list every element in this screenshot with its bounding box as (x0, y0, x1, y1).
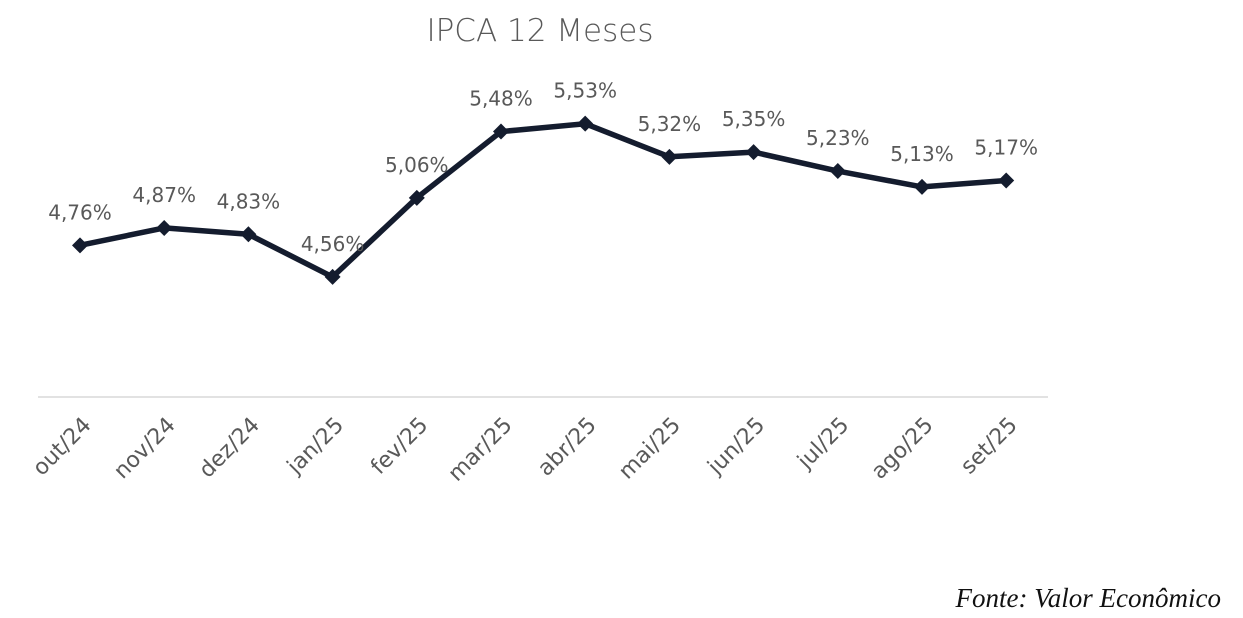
data-label: 5,17% (974, 136, 1038, 160)
x-tick-label: mar/25 (444, 413, 518, 487)
x-tick-label: abr/25 (533, 413, 602, 482)
source-note: Fonte: Valor Econômico (955, 583, 1221, 613)
data-point-marker (998, 172, 1015, 189)
data-label-group: 4,76% 4,87% 4,83% 4,56% 5,06% 5,48% 5,53% 5,32%… (48, 79, 1038, 256)
data-point-marker (72, 237, 88, 254)
data-label: 4,87% (132, 183, 196, 207)
chart-title: IPCA 12 Meses (426, 13, 653, 49)
x-tick-label: out/24 (28, 413, 96, 481)
x-tick-label: mai/25 (614, 413, 686, 485)
series-line (77, 120, 1009, 280)
data-point-marker (240, 226, 257, 243)
x-tick-label: jul/25 (792, 413, 854, 475)
series-group (72, 115, 1015, 285)
data-point-marker (577, 115, 594, 132)
data-point-marker (829, 163, 846, 180)
data-label: 4,83% (217, 189, 281, 213)
x-tick-label: nov/24 (109, 413, 180, 484)
data-label: 4,76% (48, 200, 112, 224)
x-tick-label: ago/25 (867, 413, 939, 485)
data-label: 5,53% (553, 79, 617, 103)
x-tick-label: jun/25 (703, 413, 770, 480)
x-tick-label: jan/25 (282, 413, 349, 480)
x-tick-label: fev/25 (366, 413, 433, 480)
data-point-marker (661, 148, 678, 165)
data-point-marker (914, 178, 930, 195)
data-point-marker (324, 268, 341, 285)
data-label: 5,13% (890, 142, 954, 166)
data-point-marker (156, 219, 173, 236)
data-label: 4,56% (301, 232, 365, 256)
x-tick-label: set/25 (956, 413, 1022, 479)
data-label: 5,06% (385, 153, 449, 177)
x-tick-label: dez/24 (195, 413, 265, 483)
data-label: 5,23% (806, 126, 870, 150)
data-point-marker (493, 123, 509, 140)
data-label: 5,48% (469, 87, 533, 111)
data-label: 5,35% (722, 107, 786, 131)
data-point-marker (408, 189, 425, 206)
x-tick-group: out/24 nov/24 dez/24 jan/25 fev/25 mar/25 abr/… (28, 413, 1022, 487)
data-point-marker (745, 144, 762, 161)
data-label: 5,32% (638, 112, 702, 136)
